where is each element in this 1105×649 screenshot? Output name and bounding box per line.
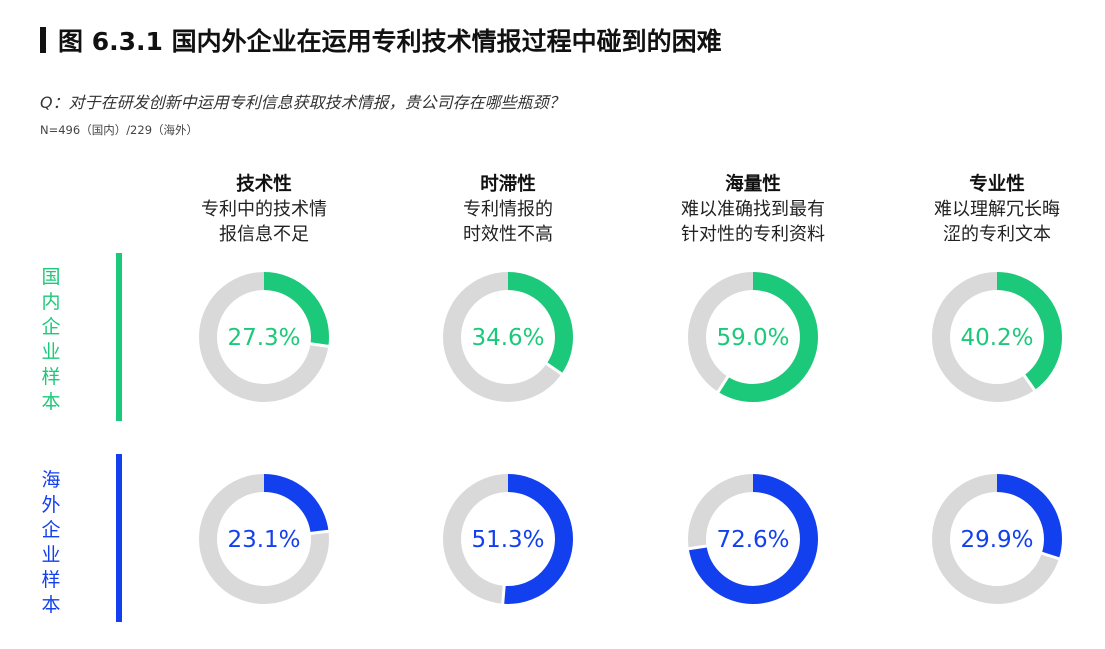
sample-size-note: N=496（国内）/229（海外）	[40, 123, 199, 137]
donut-0-3: 40.2%	[932, 272, 1062, 402]
category-description: 难以理解冗长晦 涩的专利文本	[934, 199, 1060, 245]
donut-0-2: 59.0%	[688, 272, 818, 402]
title-accent-bar	[40, 27, 46, 53]
donut-segment-gap	[545, 361, 564, 376]
donut-value-arc	[688, 272, 818, 402]
donut-segment-gap	[1022, 373, 1037, 392]
donut-value-label: 51.3%	[471, 527, 544, 553]
donut-value-label: 27.3%	[227, 325, 300, 351]
donut-0-0: 27.3%	[199, 272, 330, 402]
donut-value-arc	[199, 272, 329, 402]
donut-value-arc	[932, 474, 1062, 604]
donut-segment-gap	[716, 375, 730, 394]
donut-value-label: 40.2%	[960, 325, 1033, 351]
category-description: 难以准确找到最有 针对性的专利资料	[681, 199, 825, 245]
donut-segment-gap	[309, 342, 330, 348]
category-description: 专利情报的 时效性不高	[463, 199, 553, 245]
donut-value-arc	[688, 474, 818, 604]
category-name: 专业性	[969, 174, 1025, 195]
donut-segment-gap	[687, 544, 708, 551]
donut-value-label: 29.9%	[960, 527, 1033, 553]
donut-value-label: 34.6%	[471, 325, 544, 351]
donut-value-label: 59.0%	[716, 325, 789, 351]
donut-value-arc	[443, 272, 573, 402]
donut-1-0: 23.1%	[199, 474, 330, 604]
donut-1-3: 29.9%	[932, 474, 1062, 604]
donut-value-label: 23.1%	[227, 527, 300, 553]
donut-value-arc	[199, 474, 329, 604]
donut-segment-gap	[501, 584, 506, 605]
donut-value-arc	[443, 474, 573, 604]
column-header-3: 专业性 难以理解冗长晦 涩的专利文本	[877, 172, 1105, 247]
category-name: 时滞性	[480, 174, 536, 195]
donut-0-1: 34.6%	[443, 272, 573, 402]
donut-value-label: 72.6%	[716, 527, 789, 553]
page-title: 图 6.3.1 国内外企业在运用专利技术情报过程中碰到的困难	[58, 27, 722, 56]
column-header-1: 时滞性 专利情报的 时效性不高	[388, 172, 628, 247]
category-name: 海量性	[725, 174, 781, 195]
row-label-domestic: 国 内 企 业 样 本	[41, 266, 61, 413]
row-label-overseas: 海 外 企 业 样 本	[41, 469, 61, 616]
donut-1-2: 72.6%	[687, 474, 818, 604]
row-bar-domestic	[116, 253, 122, 421]
column-header-0: 技术性 专利中的技术情 报信息不足	[144, 172, 384, 247]
category-name: 技术性	[236, 174, 292, 195]
donut-1-1: 51.3%	[443, 474, 573, 605]
donut-value-arc	[932, 272, 1062, 402]
donut-segment-gap	[309, 529, 330, 536]
donut-segment-gap	[1040, 551, 1061, 561]
survey-question: Q：对于在研发创新中运用专利信息获取技术情报，贵公司存在哪些瓶颈？	[40, 93, 565, 112]
category-description: 专利中的技术情 报信息不足	[201, 199, 327, 245]
column-header-2: 海量性 难以准确找到最有 针对性的专利资料	[633, 172, 873, 247]
row-bar-overseas	[116, 454, 122, 622]
